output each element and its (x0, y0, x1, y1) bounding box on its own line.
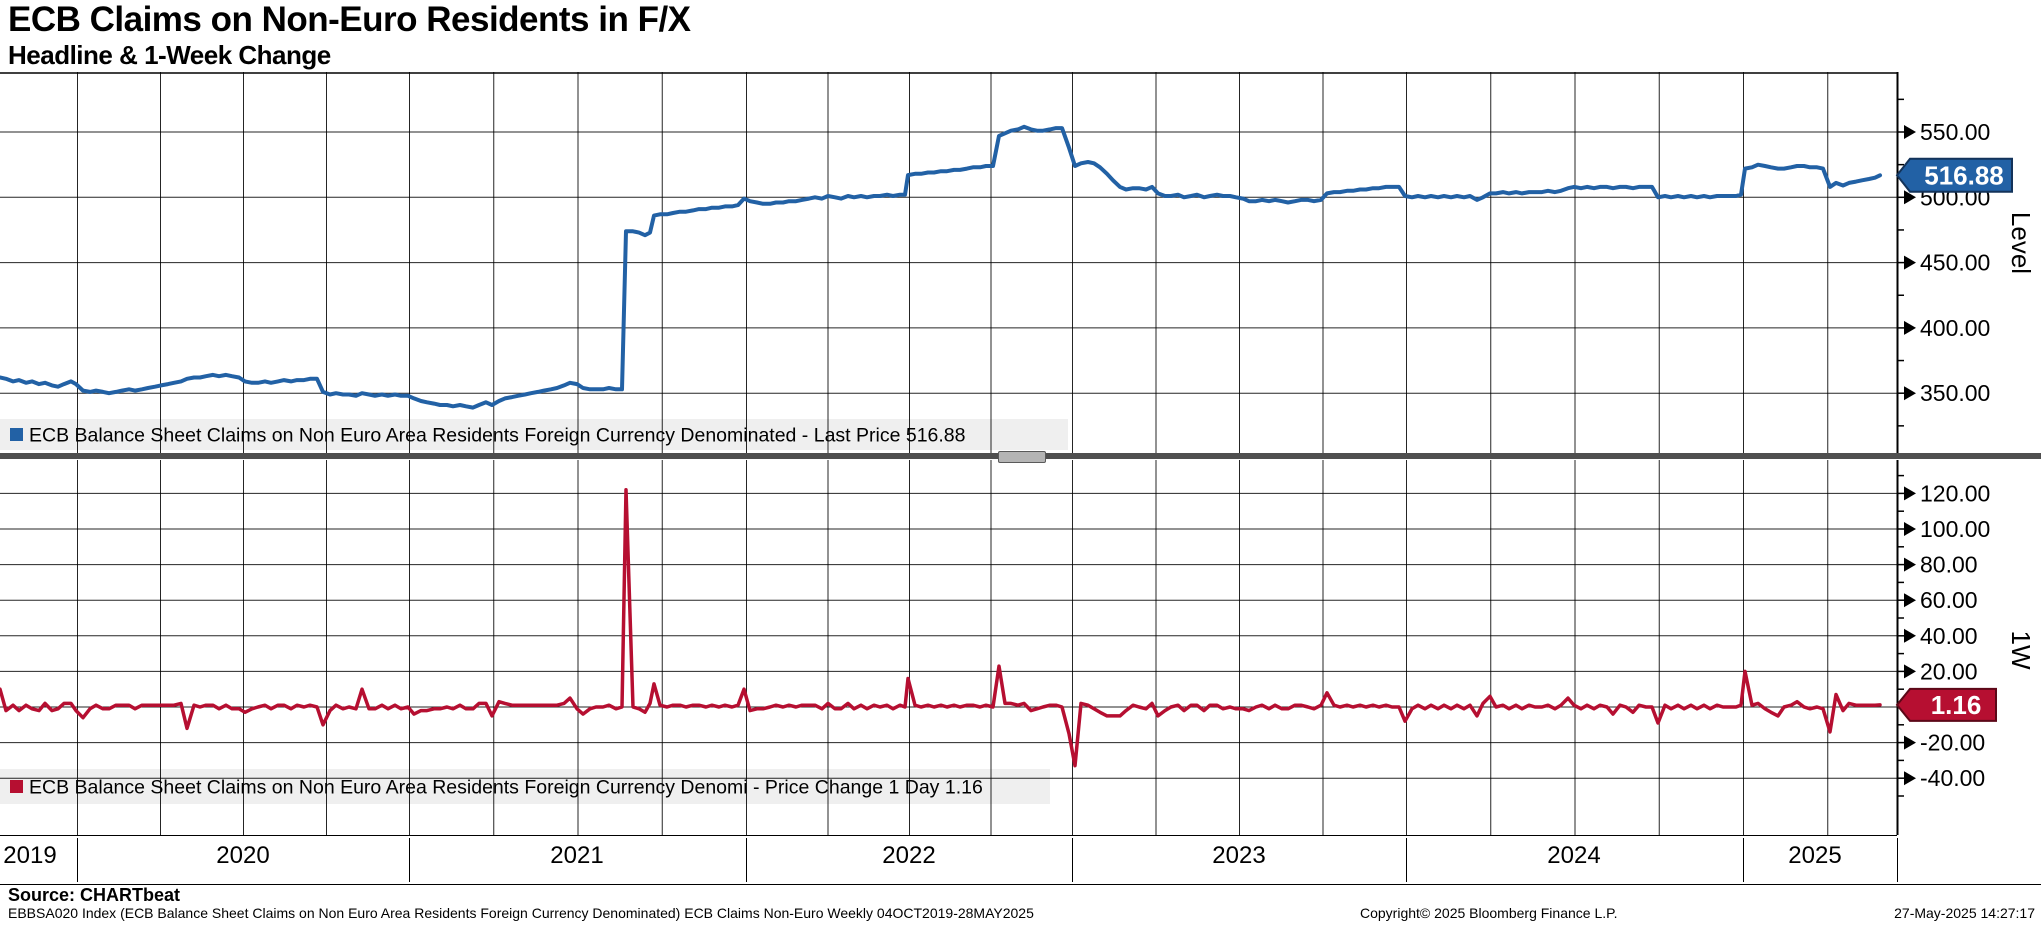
y-axis-tick-arrow-icon (1904, 735, 1916, 750)
y-axis-tick-label: 120.00 (1920, 480, 1990, 506)
chart-subtitle: Headline & 1-Week Change (8, 40, 331, 70)
y-axis-tick-label: 400.00 (1920, 315, 1990, 341)
x-axis-year-divider (1743, 838, 1744, 882)
y-axis-tick-label: 60.00 (1920, 587, 1978, 613)
x-axis-year-divider (1072, 838, 1073, 882)
x-axis-year-divider (1406, 838, 1407, 882)
one-week-change-panel-chart[interactable]: 120.00 100.00 80.00 60.00 40.00 20.00 -20.00 -4… (0, 460, 2041, 835)
y-axis-tick-arrow-icon (1904, 255, 1916, 270)
footer-copyright: Copyright© 2025 Bloomberg Finance L.P. (1360, 905, 1618, 921)
legend-label[interactable]: ECB Balance Sheet Claims on Non Euro Are… (29, 777, 983, 799)
y-axis-tick-arrow-icon (1904, 486, 1916, 501)
footer-security-description: EBBSA020 Index (ECB Balance Sheet Claims… (8, 905, 1034, 921)
y-axis-tick-label: -20.00 (1920, 730, 1985, 756)
x-axis-year-divider (77, 838, 78, 882)
y-axis-tick-label: 80.00 (1920, 552, 1978, 578)
y-axis-tick-arrow-icon (1904, 190, 1916, 205)
x-axis-year-label: 2025 (1788, 842, 1842, 869)
x-axis-year-row: 2019 2020 2021 2022 2023 2024 2025 (0, 836, 2041, 884)
level-panel-chart[interactable]: 550.00500.00450.00400.00350.00516.88ECB … (0, 72, 2041, 455)
y-axis-tick-arrow-icon (1904, 771, 1916, 786)
y-axis-tick-label: 20.00 (1920, 658, 1978, 684)
y-axis-title: Level (2006, 212, 2036, 274)
y-axis-tick-arrow-icon (1904, 522, 1916, 536)
x-axis-year-divider (409, 838, 410, 882)
x-axis-year-label: 2021 (550, 842, 604, 869)
y-axis-tick-label: -40.00 (1920, 765, 1985, 791)
last-price-tag-value: 516.88 (1924, 160, 2004, 190)
x-axis-year-label: 2019 (3, 842, 57, 869)
y-axis-tick-label: 40.00 (1920, 623, 1978, 649)
y-axis-tick-arrow-icon (1904, 628, 1916, 643)
last-price-tag-value: 1.16 (1931, 690, 1982, 720)
source-label: Source: CHARTbeat (8, 885, 181, 905)
level-series-line (0, 124, 1882, 410)
x-axis-year-divider (1897, 838, 1898, 882)
y-axis-title: 1W (2006, 631, 2036, 670)
x-axis-year-label: 2023 (1212, 842, 1266, 869)
y-axis-tick-arrow-icon (1904, 125, 1916, 139)
last-price-tag (1895, 157, 2013, 193)
legend-strip (0, 419, 1068, 450)
y-axis-tick-arrow-icon (1904, 664, 1916, 679)
legend-marker-icon (10, 428, 23, 441)
y-axis-tick-label: 350.00 (1920, 380, 1990, 406)
footer-divider-line (0, 884, 2041, 885)
footer-timestamp: 27-May-2025 14:27:17 (1894, 905, 2035, 921)
y-axis-tick-label: 450.00 (1920, 250, 1990, 276)
x-axis-year-label: 2022 (882, 842, 936, 869)
legend-label[interactable]: ECB Balance Sheet Claims on Non Euro Are… (29, 425, 966, 447)
legend-marker-icon (10, 780, 23, 793)
x-axis-year-label: 2020 (216, 842, 270, 869)
y-axis-tick-arrow-icon (1904, 593, 1916, 608)
panel-resize-handle[interactable] (998, 451, 1046, 463)
x-axis-year-divider (746, 838, 747, 882)
y-axis-tick-arrow-icon (1904, 386, 1916, 401)
last-price-tag (1895, 687, 1997, 722)
chart-title: ECB Claims on Non-Euro Residents in F/X (8, 0, 691, 39)
y-axis-tick-arrow-icon (1904, 320, 1916, 335)
y-axis-tick-arrow-icon (1904, 557, 1916, 572)
legend-strip (0, 769, 1050, 804)
y-axis-tick-label: 550.00 (1920, 119, 1990, 145)
plot-frame-bottom-line (0, 835, 1897, 836)
change-series-line (0, 488, 1882, 768)
y-axis-tick-label: 100.00 (1920, 516, 1990, 542)
x-axis-year-label: 2024 (1547, 842, 1601, 869)
